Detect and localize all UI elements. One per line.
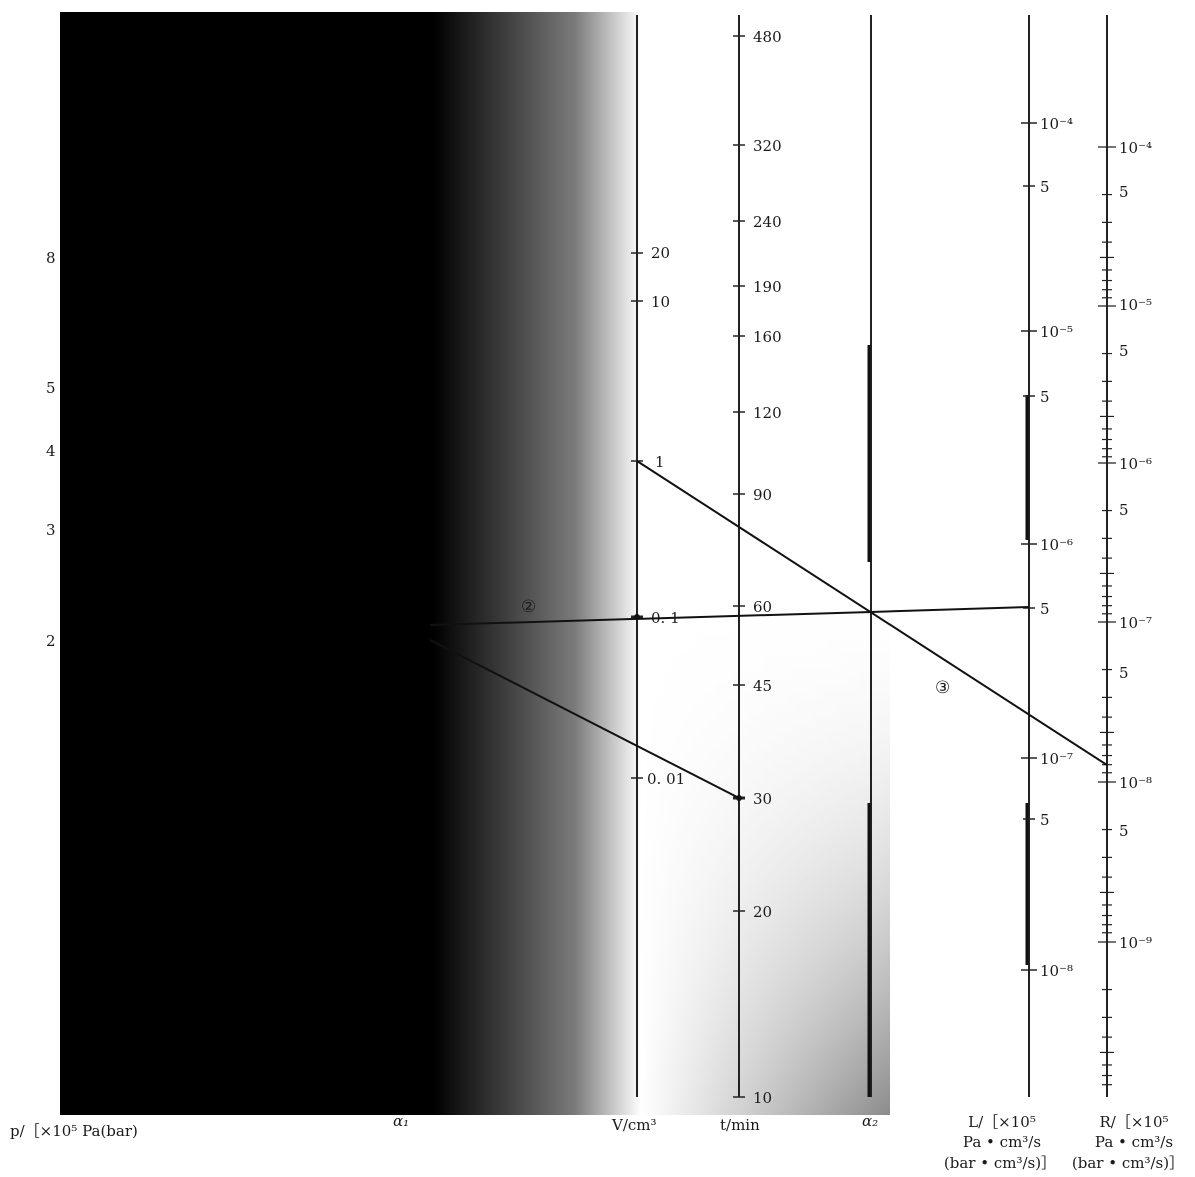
dark-gradient-panel: [60, 12, 890, 1115]
t-tick-label: 10: [753, 1089, 772, 1107]
a1-axis-label: α₁: [393, 1112, 409, 1130]
t-tick-label: 60: [753, 598, 772, 616]
t-tick-label: 160: [753, 328, 782, 346]
v-tick-label: 10: [651, 293, 670, 311]
r-axis-label-line-2: Pa • cm³/s: [1095, 1133, 1173, 1151]
v-tick-label: 0. 1: [651, 609, 680, 627]
l-tick-label: 5: [1040, 388, 1050, 406]
l-axis-label-line-3: (bar • cm³/s)］: [944, 1154, 1056, 1172]
r-tick-label: 5: [1119, 342, 1129, 360]
axis-lines: [636, 15, 1108, 1097]
t-axis-label: t/min: [720, 1116, 760, 1134]
l-tick-label: 5: [1040, 811, 1050, 829]
r-tick-label: 10⁻⁴: [1119, 139, 1152, 157]
r-axis-label-line-3: (bar • cm³/s)］: [1072, 1154, 1184, 1172]
marker-3: ③: [935, 678, 950, 698]
t-tick-label: 20: [753, 903, 772, 921]
r-axis-ticks: [1098, 146, 1116, 1086]
t-axis-point: [736, 795, 742, 801]
l-axis-label-line-1: L/［×10⁵: [968, 1113, 1036, 1131]
r-tick-label: 10⁻⁹: [1119, 934, 1152, 952]
p-axis-ticks: 8 5 4 3 2: [46, 249, 56, 650]
v-tick-label: 0. 01: [647, 770, 685, 788]
r-tick-label: 10⁻⁵: [1119, 296, 1152, 314]
t-tick-label: 190: [753, 278, 782, 296]
r-tick-label: 10⁻⁶: [1119, 455, 1152, 473]
r-tick-label: 10⁻⁷: [1119, 614, 1152, 632]
l-tick-label: 10⁻⁶: [1040, 536, 1073, 554]
isopleth-line-2-extension: [870, 606, 1030, 613]
isopleth-line-2: [429, 611, 872, 626]
r-tick-label: 5: [1119, 183, 1129, 201]
r-axis-labels: 10⁻⁴ 5 10⁻⁵ 5 10⁻⁶ 5 10⁻⁷ 5 10⁻⁸ 5 10⁻⁹: [1119, 139, 1152, 952]
t-axis-ticks: 480 320 240 190 160 120 90 60 45 30 20 1…: [753, 28, 782, 1107]
r-tick-label: 10⁻⁸: [1119, 774, 1152, 792]
v-tick-label: 1: [655, 453, 665, 471]
v-axis-label: V/cm³: [611, 1116, 657, 1134]
l-tick-label: 10⁻⁴: [1040, 115, 1073, 133]
isopleth-line-1: [429, 639, 740, 799]
t-tick-label: 45: [753, 677, 772, 695]
axis-labels: p/［×10⁵ Pa(bar) α₁ V/cm³ t/min α₂ L/［×10…: [10, 1112, 1184, 1172]
isopleth-lines: [429, 460, 1108, 799]
p-tick-label: 5: [46, 379, 56, 397]
t-tick-label: 320: [753, 137, 782, 155]
t-tick-label: 480: [753, 28, 782, 46]
t-tick-label: 30: [753, 790, 772, 808]
p-tick-label: 8: [46, 249, 56, 267]
marker-2: ②: [521, 597, 536, 617]
p-tick-label: 3: [46, 521, 56, 539]
r-tick-label: 5: [1119, 822, 1129, 840]
isopleth-line-3: [636, 460, 1108, 766]
l-tick-label: 10⁻⁷: [1040, 750, 1073, 768]
l-tick-label: 10⁻⁵: [1040, 323, 1073, 341]
t-tick-label: 240: [753, 213, 782, 231]
v-axis-ticks: 20 10 1 0. 1 0. 01: [647, 244, 685, 788]
a2-axis-label: α₂: [862, 1112, 878, 1130]
p-tick-label: 2: [46, 632, 56, 650]
r-axis-label-line-1: R/［×10⁵: [1099, 1113, 1168, 1131]
v-axis-point: [634, 614, 640, 620]
axis-thick-segments: [867, 345, 1029, 1097]
tick-marks: [631, 35, 1037, 1098]
l-axis-ticks: 10⁻⁴ 5 10⁻⁵ 5 10⁻⁶ 5 10⁻⁷ 5 10⁻⁸: [1040, 115, 1073, 980]
p-tick-label: 4: [46, 442, 56, 460]
l-tick-label: 5: [1040, 178, 1050, 196]
v-tick-label: 20: [651, 244, 670, 262]
l-tick-label: 5: [1040, 600, 1050, 618]
p-axis-label: p/［×10⁵ Pa(bar): [10, 1122, 138, 1140]
l-axis-label-line-2: Pa • cm³/s: [963, 1133, 1041, 1151]
r-tick-label: 5: [1119, 664, 1129, 682]
t-tick-label: 120: [753, 404, 782, 422]
l-tick-label: 10⁻⁸: [1040, 962, 1073, 980]
r-tick-label: 5: [1119, 501, 1129, 519]
t-tick-label: 90: [753, 486, 772, 504]
